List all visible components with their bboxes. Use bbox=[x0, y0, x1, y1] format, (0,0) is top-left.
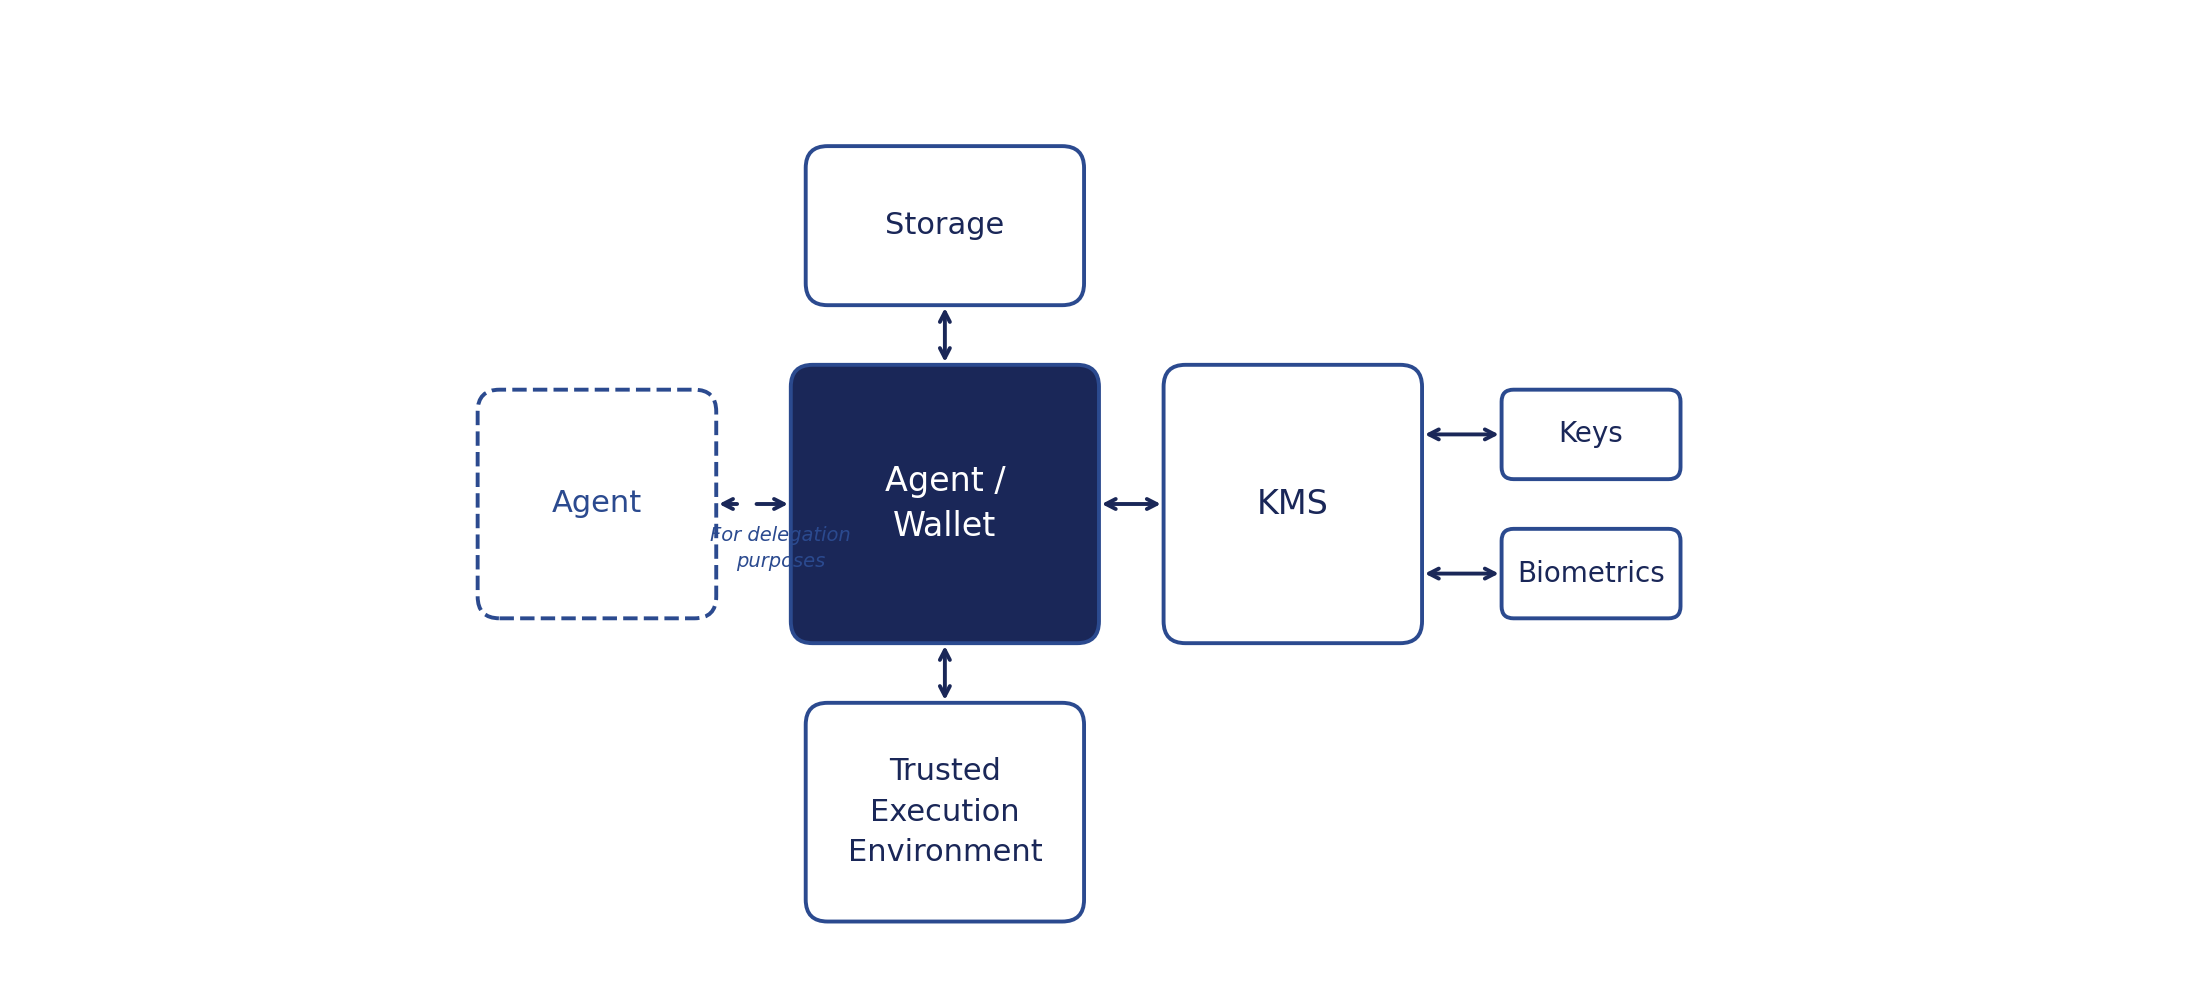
FancyArrowPatch shape bbox=[941, 650, 950, 696]
Text: Biometrics: Biometrics bbox=[1516, 559, 1665, 588]
FancyBboxPatch shape bbox=[790, 365, 1098, 643]
FancyBboxPatch shape bbox=[1164, 365, 1422, 643]
FancyBboxPatch shape bbox=[805, 703, 1083, 921]
Text: Agent /
Wallet: Agent / Wallet bbox=[884, 465, 1004, 543]
Text: Trusted
Execution
Environment: Trusted Execution Environment bbox=[847, 757, 1041, 867]
Text: Storage: Storage bbox=[886, 211, 1004, 240]
FancyArrowPatch shape bbox=[941, 312, 950, 358]
FancyArrowPatch shape bbox=[1429, 429, 1494, 439]
FancyBboxPatch shape bbox=[477, 390, 715, 618]
FancyArrowPatch shape bbox=[724, 499, 783, 509]
FancyArrowPatch shape bbox=[1105, 499, 1157, 509]
FancyArrowPatch shape bbox=[1429, 569, 1494, 579]
FancyBboxPatch shape bbox=[1501, 390, 1680, 479]
FancyBboxPatch shape bbox=[805, 146, 1083, 305]
Text: KMS: KMS bbox=[1256, 488, 1328, 520]
Text: Keys: Keys bbox=[1558, 420, 1623, 449]
FancyBboxPatch shape bbox=[1501, 529, 1680, 618]
Text: Agent: Agent bbox=[551, 490, 641, 518]
Text: For delegation
purposes: For delegation purposes bbox=[711, 526, 851, 572]
